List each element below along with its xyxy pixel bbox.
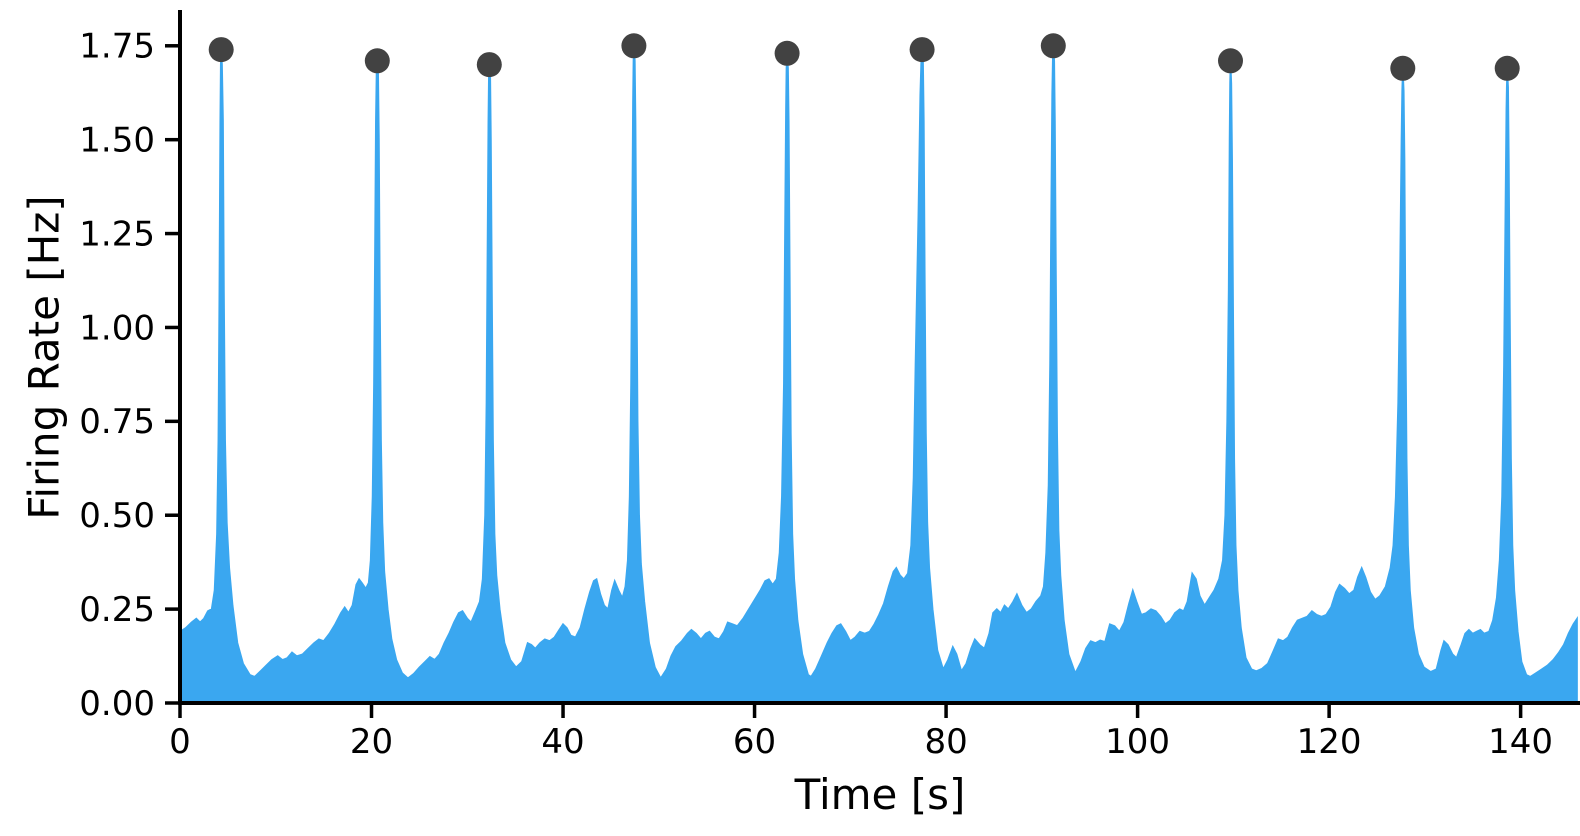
- peak-marker: [621, 33, 647, 59]
- y-tick-label: 1.25: [79, 214, 155, 254]
- x-tick-label: 20: [350, 722, 393, 762]
- y-tick-label: 1.00: [79, 308, 155, 348]
- peak-marker: [208, 37, 234, 63]
- x-tick-label: 0: [169, 722, 191, 762]
- peak-marker: [1218, 48, 1243, 74]
- y-tick-label: 0.75: [79, 402, 155, 442]
- y-tick-label: 0.25: [79, 590, 155, 630]
- peak-marker: [1390, 55, 1416, 81]
- x-tick-label: 100: [1105, 722, 1170, 762]
- y-axis-label: Firing Rate [Hz]: [19, 195, 69, 520]
- x-tick-label: 40: [541, 722, 584, 762]
- peak-marker: [1040, 33, 1066, 59]
- peak-marker: [476, 52, 502, 78]
- x-tick-label: 140: [1488, 722, 1553, 762]
- y-tick-label: 0.50: [79, 496, 155, 536]
- x-tick-label: 120: [1297, 722, 1362, 762]
- peak-marker: [364, 48, 390, 74]
- firing-rate-area: [179, 45, 1578, 704]
- y-tick-label: 1.75: [79, 27, 155, 67]
- x-tick-label: 60: [733, 722, 776, 762]
- y-axis-label-box: Firing Rate [Hz]: [0, 12, 88, 703]
- y-tick-label: 1.50: [79, 121, 155, 161]
- peak-marker: [774, 40, 800, 66]
- peak-marker: [1494, 55, 1520, 81]
- x-axis-label: Time [s]: [794, 770, 966, 819]
- y-tick-label: 0.00: [79, 684, 155, 724]
- x-tick-label: 80: [924, 722, 967, 762]
- peak-marker: [909, 37, 935, 63]
